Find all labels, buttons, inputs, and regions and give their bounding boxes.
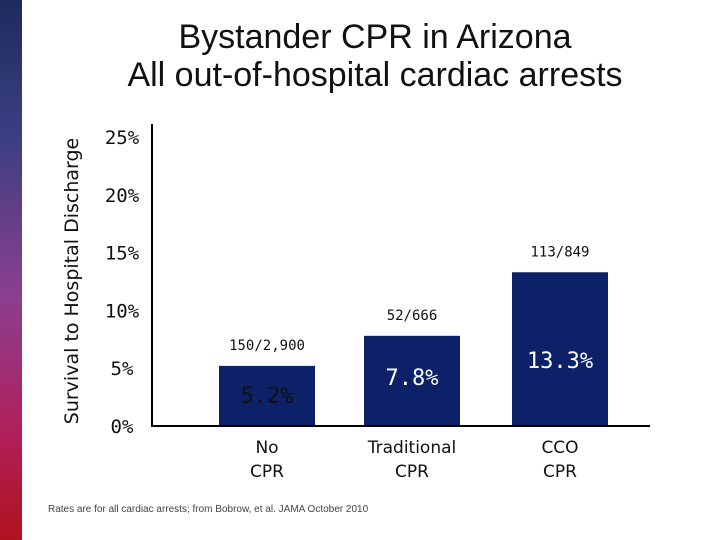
title-line-2: All out-of-hospital cardiac arrests [127, 56, 623, 94]
category-label: CCO [541, 438, 578, 458]
value-label: 13.3% [527, 349, 593, 374]
count-label: 113/849 [530, 244, 589, 260]
value-label: 5.2% [241, 384, 294, 409]
y-tick-label: 10% [105, 300, 140, 322]
page-title: Bystander CPR in Arizona All out-of-hosp… [30, 18, 720, 94]
title-line-1: Bystander CPR in Arizona [178, 18, 572, 56]
category-label: CPR [395, 462, 429, 482]
footnote: Rates are for all cardiac arrests; from … [48, 504, 369, 515]
y-tick-label: 5% [111, 358, 134, 380]
category-label: Traditional [367, 438, 457, 458]
count-label: 52/666 [387, 308, 438, 324]
y-tick-label: 15% [105, 243, 140, 265]
bar [219, 365, 315, 426]
y-tick-label: 25% [105, 127, 140, 149]
y-tick-label: 0% [111, 416, 134, 438]
value-label: 7.8% [386, 366, 439, 391]
decorative-side-stripe [0, 0, 22, 540]
y-tick-label: 20% [105, 185, 140, 207]
count-label: 150/2,900 [229, 338, 305, 354]
category-label: No [255, 438, 278, 458]
bar [512, 272, 608, 426]
category-label: CPR [543, 462, 577, 482]
bar [364, 335, 460, 426]
category-label: CPR [250, 462, 284, 482]
